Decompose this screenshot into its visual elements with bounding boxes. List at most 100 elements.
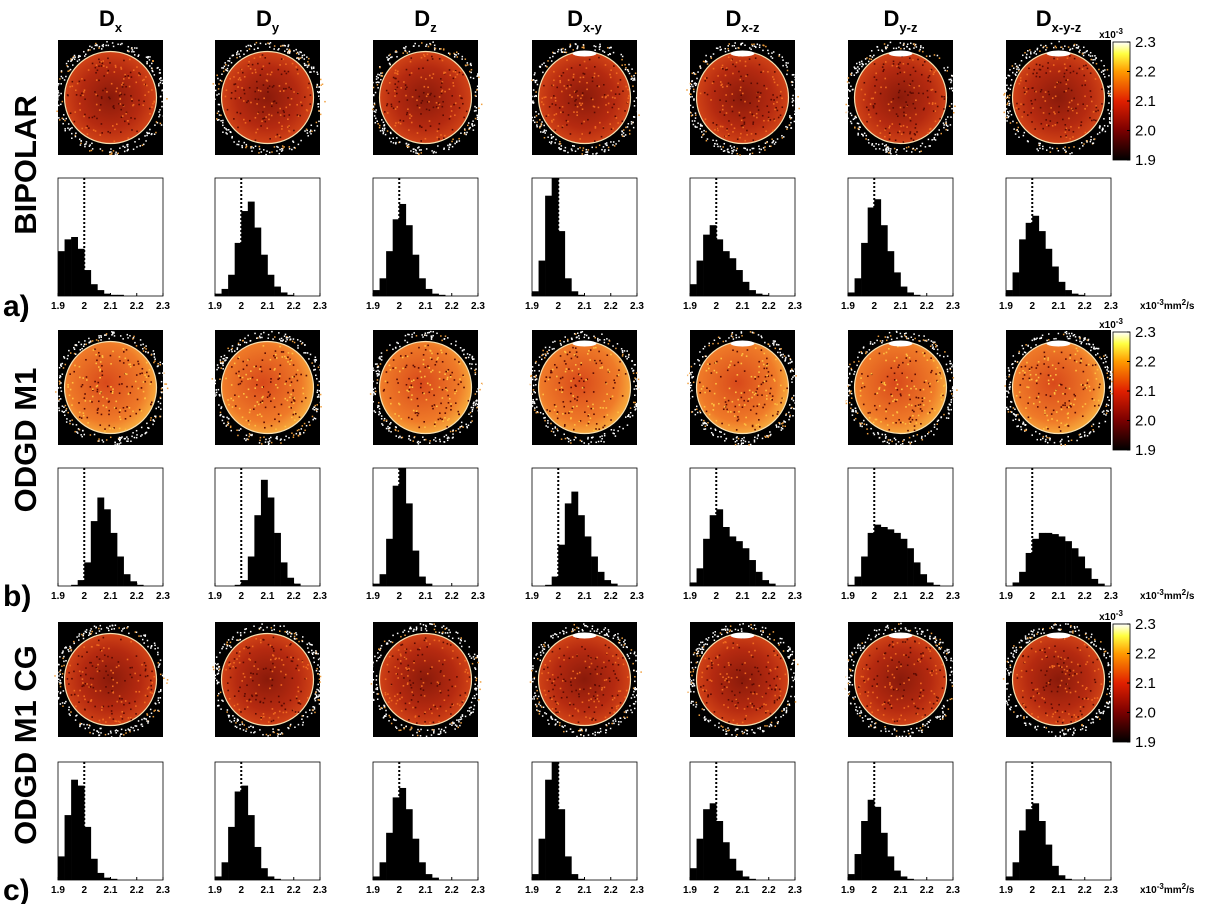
histogram-bar [1019, 830, 1026, 880]
histogram-bar [419, 278, 426, 296]
histogram-bar [1032, 539, 1039, 586]
mr-image [54, 330, 168, 446]
mr-image [845, 330, 959, 446]
histogram-bar [412, 839, 419, 880]
header-subscript: y-z [899, 20, 918, 35]
x-tick-label: 1.9 [525, 591, 539, 602]
histogram-bar [419, 862, 426, 880]
histogram-bar [749, 290, 756, 296]
colorbar-tick-label: 2.0 [1135, 123, 1156, 140]
histogram-bar [91, 284, 98, 296]
histogram-bar [71, 237, 78, 296]
x-tick-label: 2.3 [156, 591, 170, 602]
x-tick-label: 2.1 [578, 885, 592, 896]
histogram-bar [1091, 579, 1098, 586]
x-tick-label: 2.3 [946, 885, 960, 896]
header-subscript: z [430, 20, 437, 35]
histogram-bar [736, 270, 743, 296]
x-tick-label: 2.1 [736, 301, 750, 312]
x-tick-label: 2.3 [630, 301, 644, 312]
histogram-bar [887, 856, 894, 880]
histogram-bar [690, 284, 697, 296]
histogram-bar [215, 294, 222, 296]
mr-image [1003, 330, 1116, 446]
histogram-bar [571, 492, 578, 586]
header-subscript: y [272, 20, 280, 35]
x-tick-label: 2 [396, 591, 402, 602]
histogram-bar [117, 295, 124, 296]
histogram-bar [1065, 541, 1072, 586]
x-tick-label: 2.2 [130, 885, 144, 896]
unit-tail: /s [1186, 301, 1195, 312]
histogram-bar [84, 270, 91, 296]
x-tick-label: 2.2 [920, 301, 934, 312]
axis-unit: x10-3mm2/s [1140, 882, 1195, 896]
histogram-bar [287, 578, 294, 586]
histogram-bar [248, 557, 255, 587]
mr-image [212, 622, 325, 737]
x-tick-label: 2.3 [156, 301, 170, 312]
x-tick-label: 2.3 [313, 591, 327, 602]
x-tick-label: 1.9 [999, 301, 1013, 312]
x-tick-label: 1.9 [683, 885, 697, 896]
histogram-bar [386, 833, 393, 880]
histogram-bar [881, 225, 888, 296]
mr-image [529, 40, 642, 156]
x-tick-label: 2 [238, 885, 244, 896]
histogram-bar [228, 275, 235, 296]
histogram-bar [933, 585, 940, 586]
phantom-disc [855, 342, 947, 434]
x-tick-label: 2.2 [287, 591, 301, 602]
mr-image [529, 330, 643, 445]
histogram-bar [241, 211, 248, 296]
x-tick-label: 2 [1029, 591, 1035, 602]
unit-name: mm [1164, 301, 1182, 312]
histogram-bar [426, 874, 433, 880]
histogram-bar [716, 239, 723, 296]
colorbar-tick-label: 2.0 [1135, 413, 1156, 430]
x-tick-label: 2.2 [445, 591, 459, 602]
histogram-bar [565, 278, 572, 296]
x-tick-label: 2.3 [1104, 591, 1118, 602]
histogram-bar [380, 574, 387, 586]
histogram-bar [1078, 557, 1085, 587]
histogram-bar [723, 251, 730, 296]
x-tick-label: 1.9 [841, 885, 855, 896]
x-tick-label: 2.2 [287, 301, 301, 312]
header-symbol: D [884, 6, 900, 31]
histogram-bar [914, 562, 921, 586]
unit-name: mm [1164, 591, 1182, 602]
histogram-bar [762, 295, 769, 296]
histogram-bar [412, 551, 419, 586]
histogram-bar [97, 290, 104, 296]
histogram-bar [532, 291, 539, 296]
histogram-bar [104, 294, 111, 296]
colorbar-tick-label: 2.1 [1135, 383, 1156, 400]
x-tick-label: 1.9 [841, 591, 855, 602]
x-tick-label: 2 [81, 591, 87, 602]
histogram-bar [294, 584, 301, 586]
x-tick-label: 2.2 [762, 301, 776, 312]
histogram-bar [248, 202, 255, 296]
x-tick-label: 2 [713, 301, 719, 312]
colorbar-base: x10 [1099, 30, 1116, 41]
histogram-bar [887, 251, 894, 296]
header-symbol: D [99, 6, 115, 31]
column-header: Dx [99, 6, 123, 35]
x-tick-label: 2 [713, 591, 719, 602]
x-tick-label: 2.2 [604, 301, 618, 312]
header-symbol: D [726, 6, 742, 31]
histogram-bar [1019, 239, 1026, 296]
histogram-bar [261, 480, 268, 586]
histogram-bar [1039, 231, 1046, 296]
histogram-bar [1065, 290, 1072, 296]
x-tick-label: 2.3 [946, 591, 960, 602]
histogram-bar [254, 228, 261, 296]
x-tick-label: 2.2 [762, 885, 776, 896]
x-tick-label: 2.1 [736, 885, 750, 896]
histogram-bar [861, 557, 868, 587]
histogram-bar [565, 856, 572, 880]
unit-base: x10 [1140, 885, 1157, 896]
histogram-bar [1072, 548, 1079, 586]
histogram-bar [1013, 272, 1020, 296]
